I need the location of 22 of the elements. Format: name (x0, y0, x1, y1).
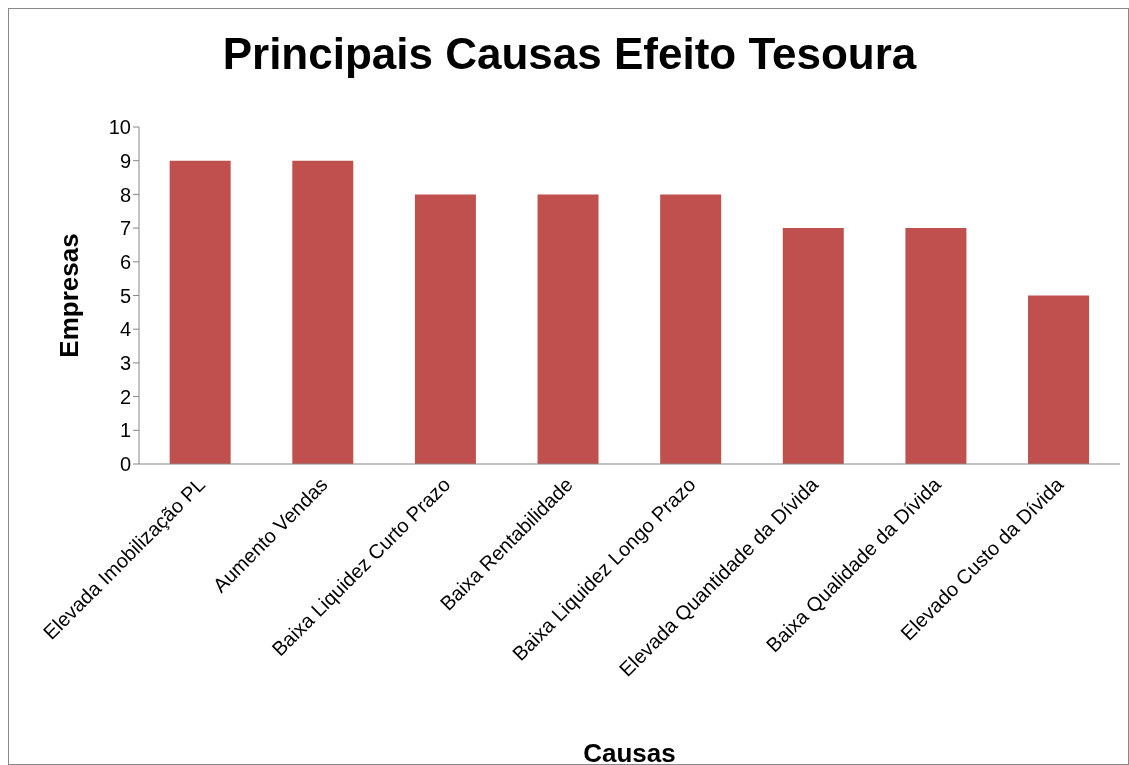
y-tick-label: 0 (119, 453, 131, 476)
bar (169, 160, 231, 464)
y-tick-label: 6 (119, 250, 131, 273)
chart-title: Principais Causas Efeito Tesoura (221, 29, 918, 79)
y-tick-label: 1 (119, 419, 131, 442)
bar (1028, 295, 1090, 464)
y-tick-label: 7 (119, 217, 131, 240)
bar (660, 194, 722, 464)
bar (414, 194, 476, 464)
bar (905, 228, 967, 464)
y-tick-label: 10 (108, 116, 131, 139)
y-tick-label: 5 (119, 284, 131, 307)
y-tick-label: 9 (119, 149, 131, 172)
y-tick-label: 2 (119, 385, 131, 408)
bar (537, 194, 599, 464)
y-tick-label: 3 (119, 352, 131, 374)
bar (782, 228, 844, 464)
y-tick-label: 8 (119, 183, 131, 206)
y-axis-title: Empresas (54, 233, 85, 358)
y-tick-label: 4 (119, 318, 131, 341)
bar (292, 160, 354, 464)
x-axis-title: Causas (583, 738, 676, 765)
